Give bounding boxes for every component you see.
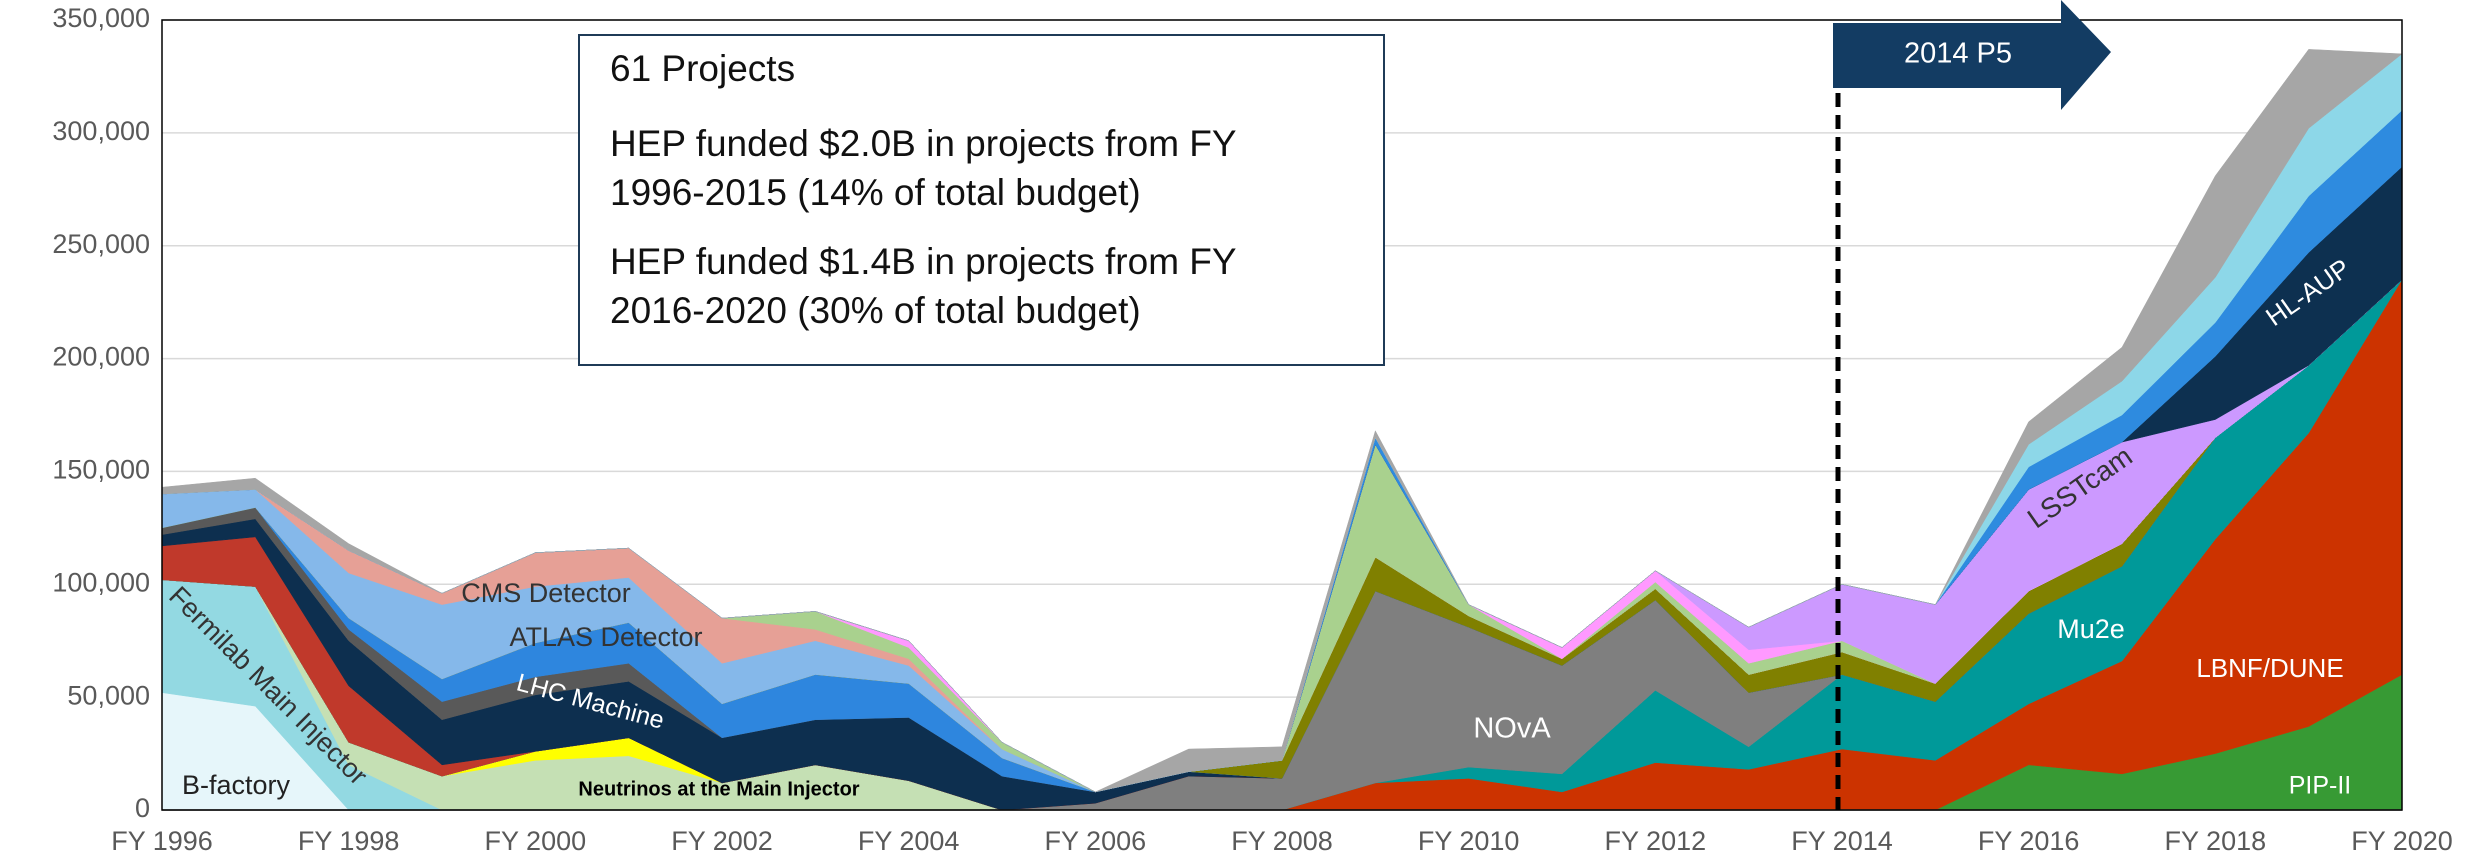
- x-tick-label: FY 2004: [858, 826, 960, 856]
- x-tick-label: FY 2008: [1231, 826, 1333, 856]
- x-tick-label: FY 2006: [1045, 826, 1147, 856]
- y-tick-label: 0: [135, 793, 150, 823]
- x-tick-label: FY 2010: [1418, 826, 1520, 856]
- x-tick-label: FY 2020: [2351, 826, 2453, 856]
- plot-frame: [161, 19, 2403, 811]
- series-label: Neutrinos at the Main Injector: [578, 778, 859, 800]
- x-tick-label: FY 2018: [2165, 826, 2267, 856]
- info-text: 1996-2015 (14% of total budget): [610, 172, 1141, 213]
- y-tick-label: 150,000: [52, 455, 150, 485]
- info-text: 2016-2020 (30% of total budget): [610, 290, 1141, 331]
- series-label: B-factory: [182, 770, 291, 800]
- x-tick-label: FY 2014: [1791, 826, 1893, 856]
- series-label: PIP-II: [2289, 772, 2352, 800]
- x-tick-label: FY 2000: [485, 826, 587, 856]
- y-tick-label: 250,000: [52, 229, 150, 259]
- series-label: ATLAS Detector: [509, 622, 702, 652]
- series-label: Mu2e: [2057, 614, 2125, 644]
- area: [161, 49, 2403, 793]
- x-tick-label: FY 1998: [298, 826, 400, 856]
- p5-label: 2014 P5: [1904, 38, 2012, 70]
- y-tick-label: 100,000: [52, 567, 150, 597]
- x-tick-label: FY 2016: [1978, 826, 2080, 856]
- y-tick-label: 350,000: [52, 3, 150, 33]
- y-tick-label: 300,000: [52, 116, 150, 146]
- series-label: NOvA: [1473, 713, 1551, 745]
- x-tick-label: FY 1996: [111, 826, 213, 856]
- x-tick-label: FY 2012: [1605, 826, 1707, 856]
- info-text: HEP funded $1.4B in projects from FY: [610, 241, 1237, 282]
- p5-arrow: [1833, 0, 2111, 110]
- info-box: [578, 34, 1385, 366]
- y-tick-label: 50,000: [67, 680, 150, 710]
- info-text: 61 Projects: [610, 48, 795, 89]
- info-text: HEP funded $2.0B in projects from FY: [610, 123, 1237, 164]
- series-label: CMS Detector: [461, 578, 631, 608]
- y-tick-label: 200,000: [52, 342, 150, 372]
- x-tick-label: FY 2002: [671, 826, 773, 856]
- series-label: LBNF/DUNE: [2196, 653, 2343, 683]
